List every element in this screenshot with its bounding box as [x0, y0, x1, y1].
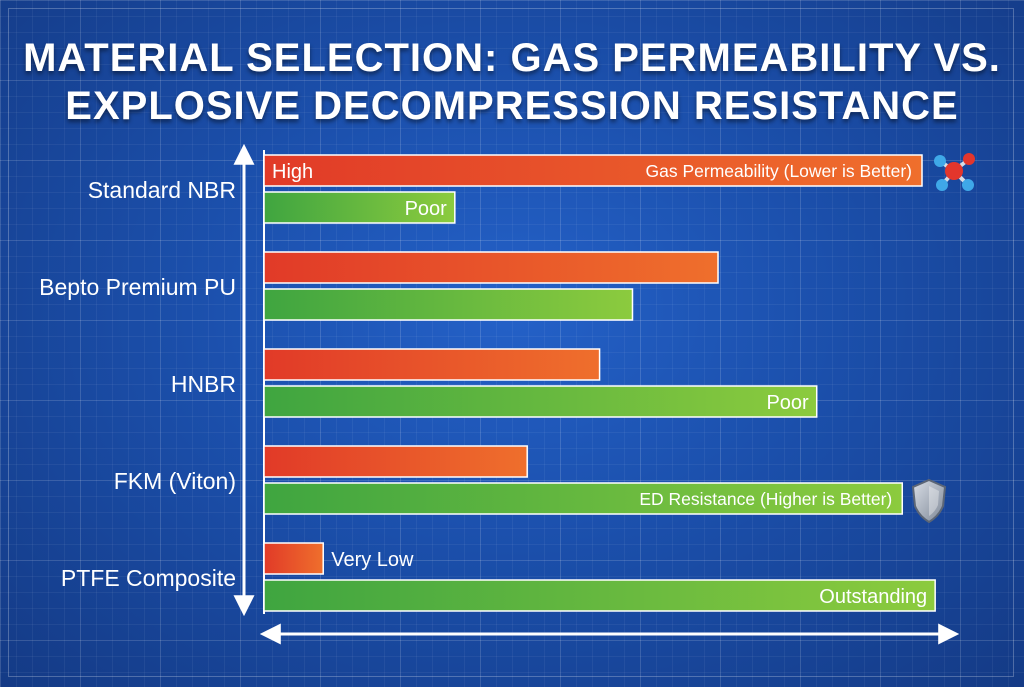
category-label-bepto-premium-pu: Bepto Premium PU: [39, 274, 236, 300]
bar-ed-resistance-standard-nbr: [263, 191, 456, 224]
molecule-icon: [934, 153, 975, 191]
chart-title-line-1: MATERIAL SELECTION: GAS PERMEABILITY VS.: [23, 36, 1001, 80]
category-label-ptfe-composite: PTFE Composite: [61, 565, 236, 591]
bar-ed-resistance-fkm-viton: [263, 482, 904, 515]
shield-icon: [911, 478, 947, 524]
bar-ed-resistance-hnbr: [263, 385, 818, 418]
bar-gas-permeability-bepto-premium-pu: [263, 251, 719, 284]
bar-annotation: Very Low: [331, 549, 414, 571]
legend-entry-gas-permeability: Gas Permeability (Lower is Better): [646, 161, 912, 181]
chart-frame: [8, 8, 1014, 677]
category-label-fkm-viton: FKM (Viton): [114, 468, 236, 494]
category-label-hnbr: HNBR: [171, 371, 236, 397]
category-label-standard-nbr: Standard NBR: [88, 177, 236, 203]
bar-annotation: Poor: [405, 198, 448, 220]
bar-gas-permeability-fkm-viton: [263, 445, 528, 478]
bar-ed-resistance-ptfe-composite: [263, 579, 936, 612]
bar-annotation: Poor: [766, 392, 809, 414]
bar-ed-resistance-bepto-premium-pu: [263, 288, 634, 321]
bar-annotation: High: [272, 161, 313, 183]
bar-gas-permeability-ptfe-composite: [263, 542, 324, 575]
legend-entry-ed-resistance: ED Resistance (Higher is Better): [639, 489, 892, 509]
bar-annotation: Outstanding: [819, 586, 927, 608]
bar-gas-permeability-hnbr: [263, 348, 601, 381]
bar-gas-permeability-standard-nbr: [263, 154, 923, 187]
chart-title-line-2: EXPLOSIVE DECOMPRESSION RESISTANCE: [65, 84, 959, 128]
